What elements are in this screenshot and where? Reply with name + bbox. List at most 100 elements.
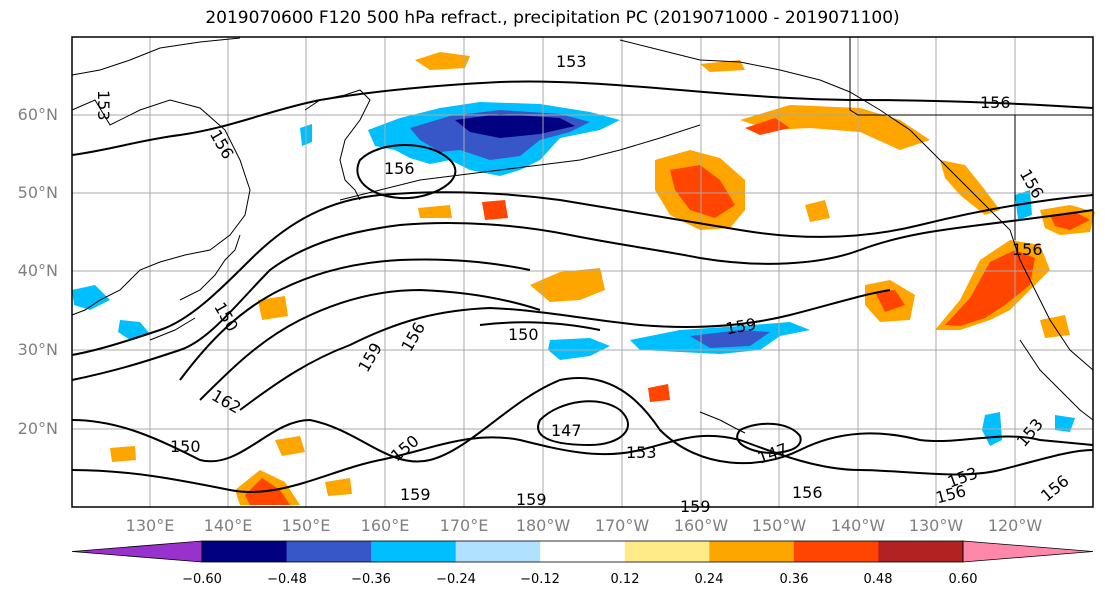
contour-inner2 bbox=[179, 258, 531, 381]
contours bbox=[71, 80, 1094, 493]
map-frame bbox=[71, 36, 1094, 508]
lat-label-60n: 60°N bbox=[17, 105, 58, 124]
colorbar-segment bbox=[202, 541, 288, 562]
contour-closed-156 bbox=[356, 144, 457, 200]
colorbar-tick-label: 0.12 bbox=[610, 572, 640, 587]
colorbar-tick-label: −0.24 bbox=[436, 572, 476, 587]
neg-area-central-core bbox=[690, 330, 770, 348]
colorbar-extend-high bbox=[962, 540, 1094, 563]
colorbar-segment bbox=[455, 541, 541, 562]
lon-label-170w: 170°W bbox=[594, 516, 650, 535]
colorbar-segment bbox=[286, 541, 372, 562]
contour-label: 153 bbox=[556, 52, 587, 71]
contour-inner3 bbox=[479, 321, 601, 331]
contour-label: 162 bbox=[208, 386, 244, 418]
contour-label: 147 bbox=[755, 439, 790, 467]
pos-area-180 bbox=[530, 268, 605, 302]
pos-area-south4 bbox=[110, 446, 136, 462]
contour-label: 156 bbox=[792, 483, 823, 502]
pos-area-hawaii-ne-core bbox=[875, 290, 905, 312]
contour-label: 147 bbox=[551, 421, 582, 440]
contour-label: 150 bbox=[387, 431, 423, 465]
contour-label: 159 bbox=[516, 490, 547, 509]
colorbar-tick-label: −0.60 bbox=[182, 572, 222, 587]
contour-label: 156 bbox=[980, 93, 1011, 112]
contour-159 bbox=[71, 191, 1094, 356]
coast-kamchatka bbox=[304, 89, 371, 201]
contour-label: 150 bbox=[508, 325, 539, 344]
colorbar bbox=[71, 540, 1094, 563]
lat-label-20n: 20°N bbox=[17, 419, 58, 438]
island-hawaii bbox=[699, 411, 746, 434]
colorbar-tick-label: −0.36 bbox=[351, 572, 391, 587]
coast-japan bbox=[149, 234, 241, 341]
coastlines bbox=[71, 37, 1094, 434]
contour-label: 156 bbox=[1012, 240, 1043, 259]
neg-area-okhotsk-core bbox=[455, 114, 575, 138]
contour-low-147b bbox=[736, 422, 802, 454]
contour-label: 153 bbox=[1013, 415, 1047, 451]
coast-alaska bbox=[619, 39, 1094, 371]
contour-153 bbox=[71, 434, 1094, 493]
neg-area-japan2 bbox=[118, 320, 150, 340]
colorbar-tick-label: 0.24 bbox=[694, 572, 724, 587]
colorbar-outline bbox=[201, 540, 964, 563]
lon-label-150e: 150°E bbox=[281, 516, 331, 535]
pos-area-pac3 bbox=[805, 200, 830, 222]
map-title: 2019070600 F120 500 hPa refract., precip… bbox=[205, 8, 900, 28]
lat-label-30n: 30°N bbox=[17, 340, 58, 359]
lon-label-140w: 140°W bbox=[830, 516, 886, 535]
pos-area-south2 bbox=[275, 436, 305, 456]
lon-label-130e: 130°E bbox=[125, 516, 175, 535]
colorbar-extend-low bbox=[71, 540, 203, 563]
contour-label: 156 bbox=[397, 319, 429, 355]
pos-area-south3 bbox=[648, 384, 670, 402]
lon-label-170e: 170°E bbox=[439, 516, 489, 535]
pos-area-pac2 bbox=[482, 200, 508, 220]
pos-area-south5 bbox=[325, 478, 352, 496]
lat-label-40n: 40°N bbox=[17, 261, 58, 280]
contour-label: 153 bbox=[626, 443, 657, 462]
lon-label-120w: 120°W bbox=[987, 516, 1043, 535]
lon-label-180w: 180°W bbox=[515, 516, 571, 535]
colorbar-tick-label: 0.36 bbox=[779, 572, 809, 587]
pos-area-west-us-core bbox=[945, 250, 1035, 326]
contour-label: 159 bbox=[354, 339, 386, 375]
neg-area-japan bbox=[72, 285, 110, 310]
lon-label-150w: 150°W bbox=[751, 516, 807, 535]
neg-area-east3 bbox=[1055, 415, 1075, 432]
pos-area-east-coast-core bbox=[1050, 212, 1090, 230]
lon-label-160e: 160°E bbox=[360, 516, 410, 535]
contour-label: 156 bbox=[934, 481, 968, 507]
contour-label: 156 bbox=[384, 159, 415, 178]
contour-label: 159 bbox=[400, 485, 431, 504]
pos-area-pac1 bbox=[418, 205, 452, 218]
neg-area-30n-west bbox=[548, 338, 610, 360]
colorbar-segment bbox=[624, 541, 710, 562]
colorbar-segment bbox=[371, 541, 457, 562]
contour-label: 156 bbox=[206, 126, 238, 162]
colorbar-segment bbox=[878, 541, 964, 562]
contour-label: 156 bbox=[1037, 471, 1073, 505]
colorbar-segment bbox=[709, 541, 795, 562]
pos-area-bering bbox=[415, 52, 470, 70]
pos-area-east-sw bbox=[1040, 315, 1070, 338]
pos-area-bc bbox=[940, 160, 1000, 215]
precip-shading bbox=[72, 52, 1095, 505]
border-canada bbox=[849, 37, 1093, 240]
lat-label-50n: 50°N bbox=[17, 183, 58, 202]
pos-area-japan-sea bbox=[258, 296, 288, 320]
pos-area-alaska bbox=[740, 105, 930, 150]
lon-label-160w: 160°W bbox=[673, 516, 729, 535]
colorbar-segment bbox=[540, 541, 626, 562]
contour-inner1 bbox=[199, 288, 541, 401]
pos-area-bering2 bbox=[700, 60, 745, 72]
lon-label-130w: 130°W bbox=[908, 516, 964, 535]
contour-159b bbox=[239, 289, 891, 411]
colorbar-tick-label: −0.48 bbox=[267, 572, 307, 587]
contour-156c bbox=[71, 80, 1094, 156]
aleutian-chain bbox=[339, 124, 701, 201]
colorbar-segment bbox=[793, 541, 879, 562]
colorbar-tick-label: 0.48 bbox=[863, 572, 893, 587]
